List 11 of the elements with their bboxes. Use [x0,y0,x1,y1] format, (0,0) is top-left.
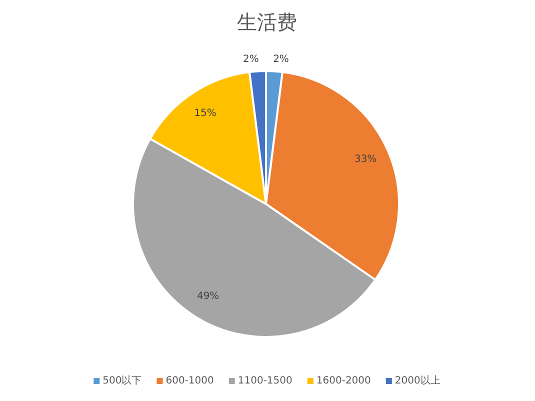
data-label: 49% [196,290,220,302]
legend-label: 500以下 [102,374,142,386]
chart-title: 生活费 [237,10,297,34]
data-label: 2% [273,54,289,65]
legend-label: 1100-1500 [238,376,292,386]
data-label: 15% [194,108,216,119]
legend-label: 600-1000 [166,376,214,386]
data-label: 2% [243,54,259,65]
legend-label: 2000以上 [394,374,440,386]
data-label: 33% [354,154,377,166]
legend-label: 1600-2000 [316,376,371,386]
